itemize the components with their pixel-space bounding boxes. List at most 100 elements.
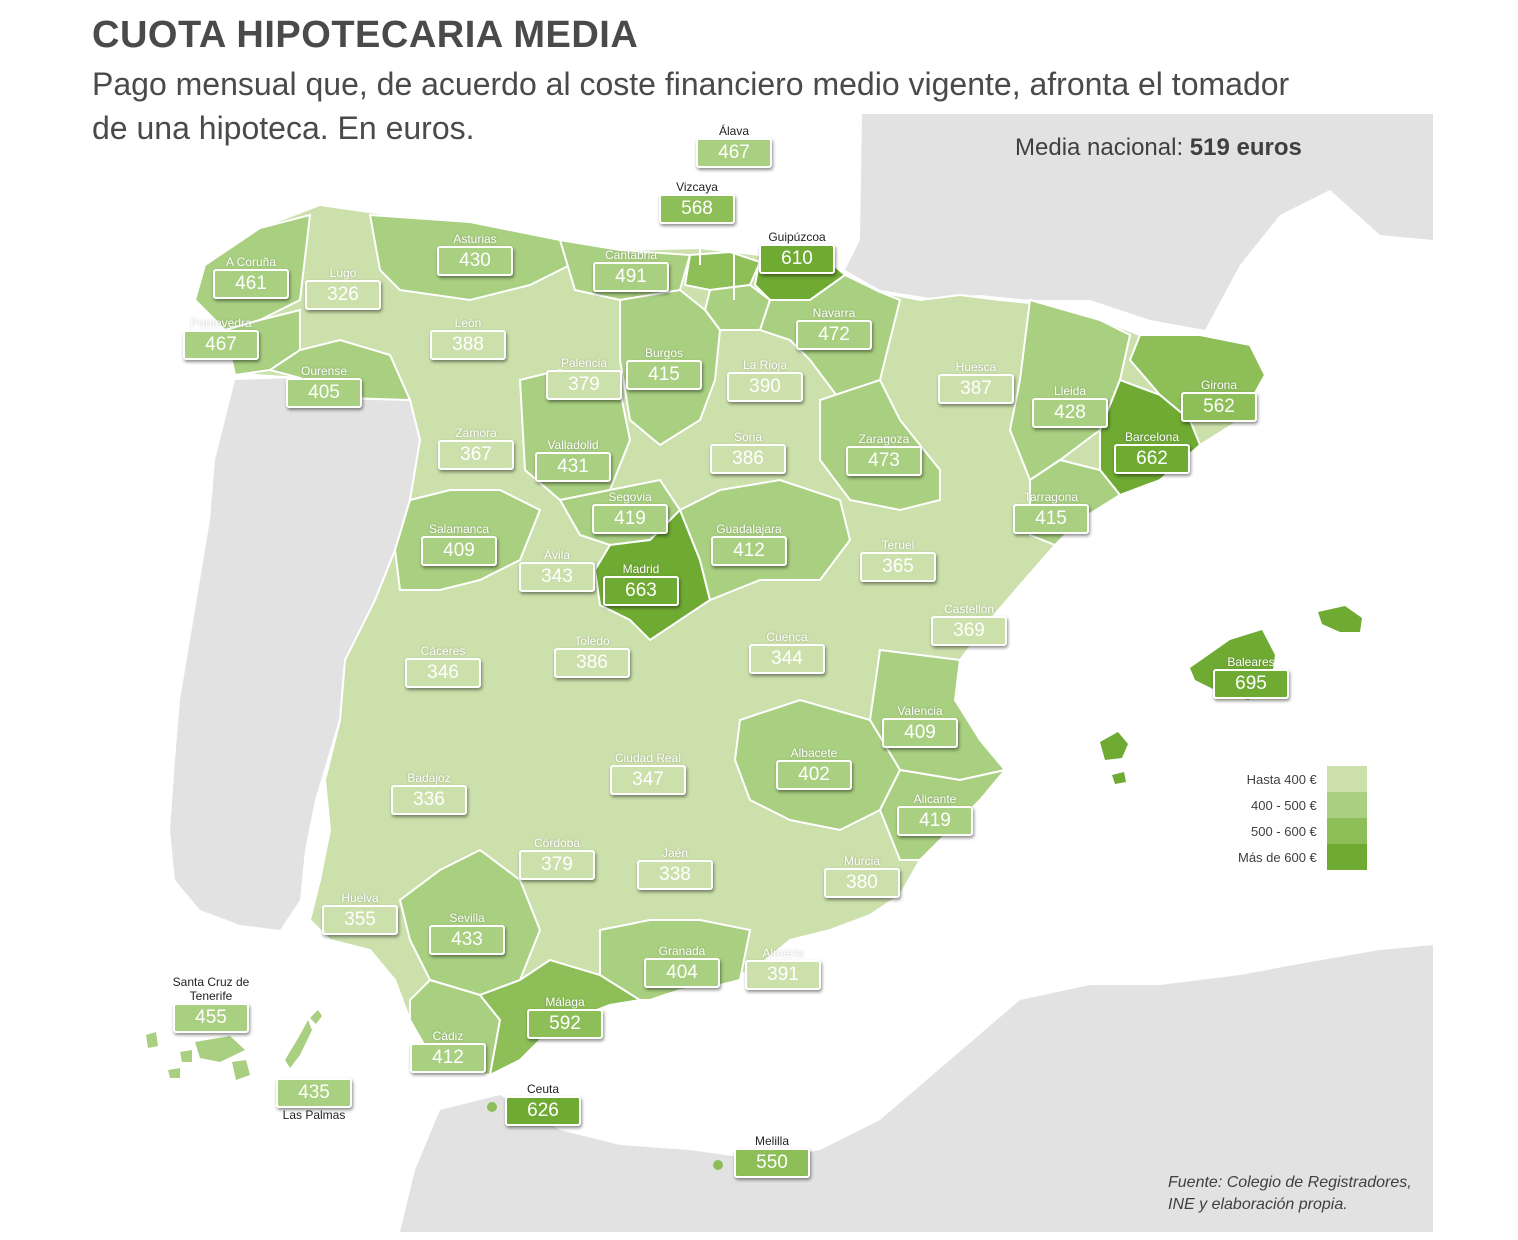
province-name: Tarragona [1023,490,1079,504]
province-label-teruel: Teruel 365 [860,538,936,582]
province-value: 390 [727,372,803,402]
legend-row: Hasta 400 € [1238,766,1367,792]
province-value: 326 [305,280,381,310]
province-value: 415 [626,360,702,390]
province-value: 431 [535,452,611,482]
province-name: Badajoz [407,771,451,785]
province-name: Asturias [453,232,497,246]
province-value: 412 [410,1043,486,1073]
province-label-zaragoza: Zaragoza 473 [846,432,922,476]
province-label-granada: Granada 404 [644,944,720,988]
province-name: Castellón [943,602,995,616]
province-value: 662 [1114,444,1190,474]
province-name: Córdoba [533,836,581,850]
national-average-value: 519 euros [1189,134,1302,161]
province-value: 412 [711,536,787,566]
province-value: 435 [276,1078,352,1108]
province-name: Cantabria [604,248,658,262]
melilla-dot [713,1160,723,1170]
source-note: Fuente: Colegio de Registradores, INE y … [1168,1174,1412,1213]
province-label-pontevedra: Pontevedra 467 [183,316,259,360]
province-label-cantabria: Cantabria 491 [593,248,669,292]
province-label-cordoba: Córdoba 379 [519,836,595,880]
province-value: 415 [1013,504,1089,534]
province-label-jaen: Jaén 338 [637,846,713,890]
legend-swatch [1326,844,1367,870]
ceuta-dot [487,1102,497,1112]
province-label-las-palmas: 435 Las Palmas [276,1078,352,1122]
province-value: 419 [592,504,668,534]
ibiza-shape [1100,732,1128,760]
province-label-caceres: Cáceres 346 [405,644,481,688]
province-label-ceuta: Ceuta 626 [505,1082,581,1126]
province-value: 473 [846,446,922,476]
province-label-soria: Soria 386 [710,430,786,474]
province-name: Álava [718,124,750,138]
province-label-salamanca: Salamanca 409 [421,522,497,566]
province-name: Cuenca [766,630,808,644]
gran-canaria-shape [232,1060,250,1080]
province-label-vizcaya: Vizcaya 568 [659,180,735,224]
province-name: Santa Cruz de Tenerife [172,975,250,1003]
province-name: Cáceres [420,644,466,658]
province-label-badajoz: Badajoz 336 [391,771,467,815]
province-value: 380 [824,868,900,898]
province-name: Lugo [329,266,357,280]
province-value: 428 [1032,398,1108,428]
province-value: 365 [860,552,936,582]
province-name: Palencia [560,356,608,370]
lanzarote-shape [310,1010,322,1024]
province-label-navarra: Navarra 472 [796,306,872,350]
province-label-lugo: Lugo 326 [305,266,381,310]
province-label-guadalajara: Guadalajara 412 [711,522,787,566]
province-label-barcelona: Barcelona 662 [1114,430,1190,474]
province-name: Málaga [545,995,585,1009]
province-name: Teruel [881,538,915,552]
province-name: La Rioja [742,358,788,372]
legend-swatch [1326,792,1367,818]
legend-row: 500 - 600 € [1238,818,1367,844]
province-name: Lleida [1053,384,1087,398]
formentera-shape [1112,772,1126,784]
province-name: Ourense [300,364,348,378]
legend-label: 400 - 500 € [1251,797,1317,813]
province-value: 663 [603,576,679,606]
province-label-leon: León 388 [430,316,506,360]
province-name: Albacete [790,746,838,760]
province-value: 472 [796,320,872,350]
province-value: 491 [593,262,669,292]
province-label-girona: Girona 562 [1181,378,1257,422]
province-name: Guadalajara [716,522,782,536]
province-name: Sevilla [449,911,485,925]
province-value: 592 [527,1009,603,1039]
province-value: 402 [776,760,852,790]
province-value: 562 [1181,392,1257,422]
province-value: 433 [429,925,505,955]
province-label-castellon: Castellón 369 [931,602,1007,646]
province-label-avila: Ávila 343 [519,548,595,592]
province-value: 387 [938,374,1014,404]
province-label-segovia: Segovia 419 [592,490,668,534]
province-label-huesca: Huesca 387 [938,360,1014,404]
sevilla-shape [398,848,542,997]
province-label-lleida: Lleida 428 [1032,384,1108,428]
province-name: Jaén [661,846,689,860]
province-label-guipuzcoa: Guipúzcoa 610 [759,230,835,274]
province-value: 568 [659,194,735,224]
legend-swatch [1326,766,1367,792]
province-value: 369 [931,616,1007,646]
province-name: A Coruña [225,255,277,269]
province-label-toledo: Toledo 386 [554,634,630,678]
province-label-cuenca: Cuenca 344 [749,630,825,674]
madrid-shape [593,508,712,642]
la-palma-shape [146,1032,158,1048]
province-label-albacete: Albacete 402 [776,746,852,790]
province-name: Las Palmas [282,1108,346,1122]
province-value: 367 [438,440,514,470]
menorca-shape [1318,606,1362,632]
province-value: 430 [437,246,513,276]
province-name: Girona [1200,378,1238,392]
province-value: 405 [286,378,362,408]
map-subtitle: Pago mensual que, de acuerdo al coste fi… [92,66,1290,146]
